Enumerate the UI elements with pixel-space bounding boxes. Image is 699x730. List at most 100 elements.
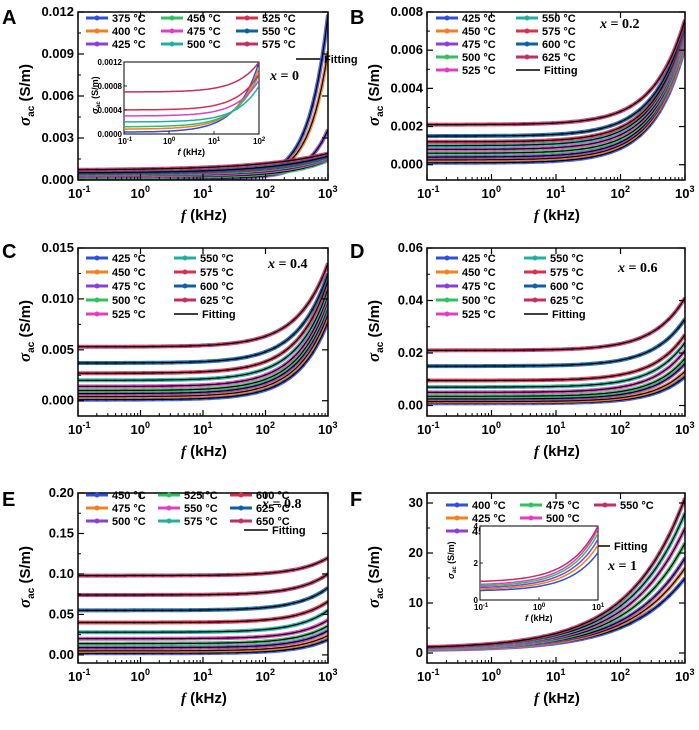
y-tick-label: 0.04 [398, 293, 424, 308]
legend-label: 475 °C [112, 503, 146, 515]
fit-line-2 [78, 313, 328, 398]
fit-line-7 [427, 27, 685, 143]
legend-marker [532, 297, 538, 303]
y-tick-label: 0.06 [398, 240, 423, 255]
panel-letter: F [350, 489, 362, 511]
legend-marker [444, 67, 450, 73]
y-axis-label: σac (S/m) [15, 300, 37, 362]
y-axis-label: σac (S/m) [364, 546, 386, 608]
legend-marker [166, 505, 172, 511]
x-tick-label: 100 [131, 420, 150, 437]
inset-x-tick-label: 101 [208, 137, 221, 146]
x-axis-label: f (kHz) [181, 690, 227, 707]
y-axis-label: σac (S/m) [364, 64, 386, 126]
y-tick-label: 0.10 [49, 566, 74, 581]
x-tick-label: 100 [482, 420, 501, 437]
legend-marker [94, 255, 100, 261]
inset-line-4 [480, 533, 598, 587]
legend-label: 575 °C [184, 516, 218, 528]
legend-label: 450 °C [112, 267, 146, 279]
legend: 425 °C 450 °C 475 °C 500 °C 525 °C 550 °C 575 … [436, 253, 586, 321]
fit-line-4 [78, 300, 328, 392]
panel-e: E 10-1 100 101 102 103 0.00 0.05 0.10 0.15 0.20 f (… [2, 485, 337, 707]
inset-line-5 [124, 79, 259, 117]
inset-line-6 [124, 73, 259, 111]
inset: 0 2 4 10-1 100 101 f (kHz) σac (S/m) [446, 522, 605, 623]
inset: 0.0000 0.0004 0.0008 0.0012 10-1 100 101 102 f (… [90, 58, 266, 157]
fit-line-8 [78, 587, 328, 611]
legend-label: 550 °C [200, 253, 234, 265]
fit-line-7 [427, 497, 685, 648]
legend-marker [182, 269, 188, 275]
fit-line-1 [427, 46, 685, 164]
legend-label: 475 °C [546, 500, 580, 512]
legend-label: 600 °C [542, 39, 576, 51]
legend-label: 625 °C [550, 295, 584, 307]
x-tick-label: 101 [193, 420, 212, 437]
y-tick-label: 0.15 [49, 525, 74, 540]
x-tick-label: 100 [482, 667, 501, 684]
panel-b: B 10-1 100 101 102 103 0.000 0.002 0.004 0.006 0.0… [350, 4, 694, 224]
legend-label: 400 °C [112, 26, 146, 38]
series-group [427, 19, 685, 165]
legend-label: 600 °C [200, 281, 234, 293]
legend-fitting-label: Fitting [544, 65, 578, 77]
series-group [427, 296, 685, 406]
y-tick-label: 0.015 [41, 240, 74, 255]
legend-label: 625 °C [200, 295, 234, 307]
legend-label: 375 °C [112, 13, 146, 25]
inset-y-tick-label: 2 [474, 559, 479, 568]
panel-c: C 10-1 100 101 102 103 0.000 0.005 0.010 0.015 f (… [2, 240, 337, 460]
series-line-8 [78, 586, 328, 613]
legend-marker [244, 28, 250, 34]
x-tick-label: 103 [675, 420, 694, 437]
inset-x-tick-label: 10-1 [118, 137, 133, 146]
composition-annotation: x = 0.8 [261, 497, 301, 512]
x-axis-label: f (kHz) [534, 690, 580, 707]
inset-line-5 [480, 528, 598, 586]
x-tick-label: 100 [131, 184, 150, 201]
legend-marker [524, 28, 530, 34]
legend-marker [94, 297, 100, 303]
legend-label: 425 °C [462, 253, 496, 265]
fit-line-3 [427, 363, 685, 400]
fit-line-3 [427, 38, 685, 158]
y-tick-label: 0.002 [390, 119, 423, 134]
x-tick-label: 103 [675, 667, 694, 684]
y-tick-label: 0.000 [390, 157, 423, 172]
fit-line-9 [78, 152, 328, 171]
fit-line-2 [78, 634, 328, 652]
legend-label: 425 °C [112, 39, 146, 51]
legend-marker [94, 311, 100, 317]
inset-series [480, 526, 598, 592]
series-line-8 [427, 317, 685, 369]
legend-label: 450 °C [112, 490, 146, 502]
composition-annotation: x = 0 [269, 69, 299, 84]
inset-line-3 [480, 538, 598, 589]
fit-line-6 [427, 29, 685, 147]
legend-label: 525 °C [184, 490, 218, 502]
legend-marker [524, 54, 530, 60]
legend-label: 400 °C [472, 500, 506, 512]
y-tick-label: 0.00 [49, 647, 74, 662]
fit-line-1 [78, 638, 328, 654]
x-tick-label: 103 [318, 184, 337, 201]
legend-marker [94, 15, 100, 21]
composition-annotation: x = 0.2 [599, 17, 639, 32]
legend-label: 450 °C [187, 13, 221, 25]
legend: 425 °C 450 °C 475 °C 500 °C 525 °C 550 °C 575 … [86, 253, 236, 321]
x-tick-label: 10-1 [417, 667, 439, 684]
y-tick-label: 0.003 [41, 130, 74, 145]
legend-marker [182, 255, 188, 261]
legend-marker [94, 41, 100, 47]
fit-line-7 [78, 600, 328, 624]
legend-marker [238, 505, 244, 511]
legend-label: 525 °C [112, 309, 146, 321]
legend-label: 650 °C [256, 516, 290, 528]
legend-fitting-label: Fitting [552, 309, 586, 321]
fit-line-8 [78, 155, 328, 174]
